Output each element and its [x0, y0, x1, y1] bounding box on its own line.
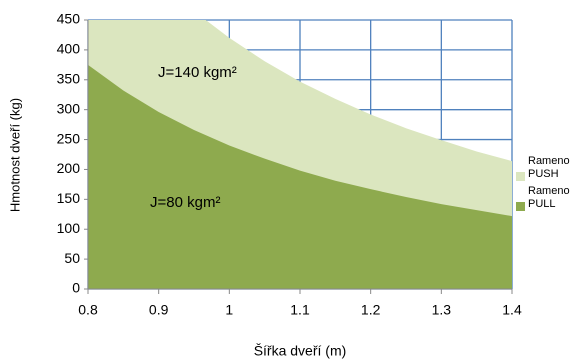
annotation: J=140 kgm²: [158, 64, 237, 81]
y-tick-label: 150: [57, 190, 81, 206]
y-tick-label: 450: [57, 11, 81, 27]
y-tick-label: 300: [57, 100, 81, 116]
area: [88, 64, 512, 289]
x-tick-label: 1.4: [502, 302, 522, 318]
legend-label: Rameno PUSH: [528, 155, 570, 180]
y-axis-label: Hmotnost dveří (kg): [7, 98, 22, 212]
x-tick-label: 0.8: [78, 302, 98, 318]
y-tick-label: 400: [57, 41, 81, 57]
x-tick-label: 1.1: [290, 302, 310, 318]
legend-swatch: [516, 202, 525, 211]
y-tick-label: 0: [72, 280, 80, 296]
y-tick-label: 250: [57, 130, 81, 146]
y-tick-label: 350: [57, 70, 81, 86]
legend-label: Rameno PULL: [528, 185, 570, 210]
y-tick-label: 100: [57, 220, 81, 236]
x-tick-label: 1.2: [361, 302, 381, 318]
x-tick-label: 0.9: [149, 302, 169, 318]
x-axis-label: Šířka dveří (m): [254, 343, 347, 359]
x-tick-label: 1.3: [432, 302, 452, 318]
y-tick-label: 200: [57, 160, 81, 176]
x-tick-label: 1: [225, 302, 233, 318]
y-tick-label: 50: [64, 250, 80, 266]
areas: [88, 20, 512, 289]
annotation: J=80 kgm²: [150, 194, 220, 211]
legend-swatch: [516, 172, 525, 181]
